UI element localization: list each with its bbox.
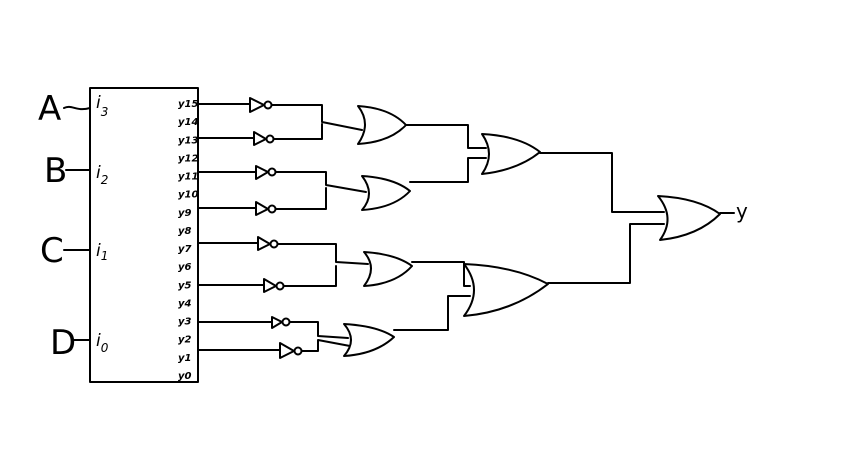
pin-y8-label: y8 — [178, 226, 192, 237]
inverter-y1 — [279, 342, 295, 359]
input-c: C — [40, 231, 91, 271]
pin-y13-label: y13 — [178, 135, 198, 146]
input-a-wire — [63, 105, 91, 111]
input-d: D — [50, 323, 91, 363]
pin-y14-label: y14 — [178, 117, 198, 128]
inverter-y7 — [257, 236, 271, 251]
inverter-bubble-y7 — [269, 239, 279, 249]
pin-y12-label: y12 — [178, 153, 198, 164]
pin-y9-label: y9 — [178, 208, 192, 219]
or-gate-5 — [481, 133, 541, 175]
input-c-label: C — [40, 231, 64, 271]
inverter-bubble-y5 — [275, 281, 285, 291]
wire-or5-or7 — [539, 152, 665, 213]
input-a-label: A — [38, 89, 61, 129]
or-gate-6 — [463, 263, 549, 317]
wire-y1-or — [301, 339, 351, 352]
inverter-bubble-y13 — [265, 134, 275, 144]
pin-y10-label: y10 — [178, 190, 198, 201]
wire-y7-or — [277, 243, 369, 265]
inverter-bubble-y3 — [281, 317, 291, 327]
inverter-bubble-y11 — [267, 167, 277, 177]
wire-y5-or — [283, 265, 337, 287]
output-label: y — [736, 199, 748, 223]
input-b: B — [44, 151, 91, 191]
inverter-y5 — [263, 278, 277, 293]
inverter-bubble-y15 — [263, 100, 273, 110]
wire-or1-or5 — [405, 124, 487, 149]
wire-or6-or7 — [547, 223, 665, 284]
pin-y3-label: y3 — [178, 317, 192, 328]
pin-y11-label: y11 — [178, 172, 198, 183]
or-stage-2 — [463, 133, 549, 317]
input-b-label: B — [44, 151, 67, 191]
pin-y1-label: y1 — [178, 353, 191, 364]
inverter-y11 — [255, 165, 269, 180]
or-gate-2 — [361, 175, 411, 211]
pin-y0-label: y0 — [178, 371, 192, 382]
wire-y11-or — [275, 171, 367, 193]
pin-y4-label: y4 — [178, 299, 192, 310]
wire-or2-or5 — [409, 157, 487, 183]
decoder-block — [89, 87, 199, 383]
or-gate-4 — [343, 323, 395, 357]
or-stage-1 — [343, 105, 413, 357]
pin-i3-label: i3 — [96, 93, 108, 119]
inverter-bubble-y9 — [267, 204, 277, 214]
pin-i2-label: i2 — [96, 163, 108, 187]
wire-y15-or — [271, 104, 363, 131]
or-gate-3 — [363, 251, 413, 287]
pin-y5-label: y5 — [178, 280, 192, 291]
inverter-y15 — [249, 97, 265, 113]
pin-y7-label: y7 — [178, 244, 192, 255]
or-gate-final — [657, 195, 721, 241]
input-a: A — [38, 89, 91, 129]
inverter-y13 — [253, 131, 267, 146]
inverter-stage — [197, 97, 369, 359]
input-d-label: D — [50, 323, 76, 363]
inverter-bubble-y1 — [293, 346, 303, 356]
pin-y6-label: y6 — [178, 262, 192, 273]
wire-y3-or — [289, 321, 349, 339]
or-gate-1 — [357, 105, 407, 145]
wire-or4-or6 — [393, 295, 471, 331]
pin-y15-label: y15 — [178, 99, 198, 110]
wire-y13-or — [273, 123, 323, 140]
wire-or3-or6 — [411, 261, 471, 287]
wire-y9-or — [275, 187, 327, 210]
pin-y2-label: y2 — [178, 335, 192, 346]
inverter-y3 — [271, 316, 283, 329]
decoder-output-labels: y15 y14 y13 y12 y11 y10 y9 y8 y7 y6 y5 y4 y3 y2 y1 y0 — [178, 99, 198, 382]
inverter-y9 — [255, 201, 269, 216]
pin-i0-label: i0 — [96, 331, 109, 355]
pin-i1-label: i1 — [96, 241, 108, 263]
